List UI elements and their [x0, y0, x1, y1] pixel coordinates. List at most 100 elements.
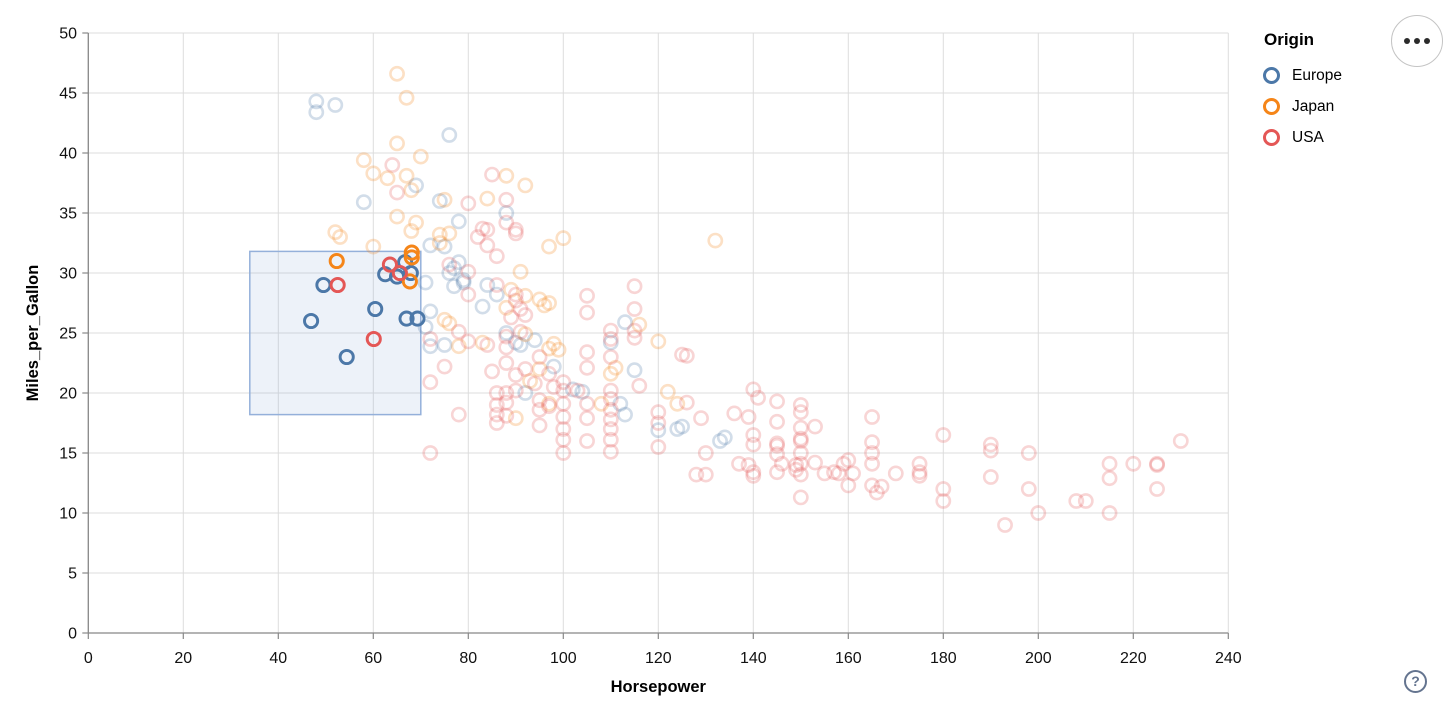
data-point-japan[interactable] [355, 152, 372, 169]
data-point-usa[interactable] [602, 443, 619, 460]
data-point-europe[interactable] [716, 429, 733, 446]
data-point-japan[interactable] [541, 238, 557, 255]
data-point-usa[interactable] [792, 397, 809, 413]
data-point-japan[interactable] [389, 135, 405, 152]
data-point-usa[interactable] [422, 331, 439, 347]
data-point-japan[interactable] [398, 167, 415, 184]
data-point-europe[interactable] [441, 265, 458, 281]
data-point-usa[interactable] [555, 409, 572, 425]
data-point-usa[interactable] [997, 517, 1013, 533]
data-point-japan[interactable] [436, 311, 453, 328]
data-point-usa[interactable] [693, 410, 709, 427]
data-point-usa[interactable] [517, 361, 534, 377]
data-point-usa[interactable] [792, 404, 809, 421]
data-point-usa[interactable] [678, 347, 695, 364]
data-point-usa[interactable] [498, 214, 515, 231]
data-point-japan[interactable] [450, 338, 467, 355]
data-point-japan[interactable] [365, 238, 382, 255]
data-point-europe[interactable] [455, 274, 472, 291]
data-point-europe[interactable] [450, 213, 467, 230]
data-point-japan-selected[interactable] [328, 252, 345, 270]
data-point-usa[interactable] [626, 322, 643, 339]
data-point-usa[interactable] [792, 455, 809, 472]
data-point-japan[interactable] [541, 295, 557, 311]
data-point-japan[interactable] [441, 225, 458, 242]
data-point-japan[interactable] [517, 287, 534, 304]
data-point-usa[interactable] [555, 421, 572, 437]
data-point-usa[interactable] [507, 382, 524, 399]
data-point-japan[interactable] [412, 148, 429, 165]
data-point-usa[interactable] [745, 381, 762, 398]
data-point-usa[interactable] [507, 221, 524, 238]
data-point-usa[interactable] [498, 328, 515, 345]
data-point-europe[interactable] [408, 177, 424, 194]
data-point-japan[interactable] [522, 373, 538, 389]
data-point-usa[interactable] [769, 393, 785, 410]
data-point-usa[interactable] [526, 375, 543, 392]
data-point-usa[interactable] [626, 278, 643, 295]
data-point-europe-selected[interactable] [398, 310, 415, 327]
data-point-japan[interactable] [389, 65, 405, 82]
data-point-europe[interactable] [617, 406, 633, 423]
data-point-europe[interactable] [574, 383, 591, 400]
data-point-usa[interactable] [498, 339, 515, 356]
data-point-usa[interactable] [835, 455, 852, 472]
data-point-japan[interactable] [474, 334, 491, 351]
data-point-europe[interactable] [526, 332, 543, 349]
data-point-usa[interactable] [545, 379, 562, 395]
data-point-japan[interactable] [707, 232, 724, 249]
data-point-usa[interactable] [602, 431, 619, 448]
data-point-japan-selected[interactable] [401, 273, 418, 290]
data-point-europe-selected[interactable] [367, 300, 384, 318]
data-point-usa[interactable] [982, 436, 999, 453]
data-point-usa[interactable] [650, 404, 667, 421]
data-point-europe[interactable] [498, 325, 515, 341]
data-point-usa[interactable] [1101, 455, 1118, 472]
data-point-europe-selected[interactable] [303, 312, 320, 330]
data-point-usa[interactable] [422, 374, 439, 391]
data-point-usa[interactable] [422, 445, 439, 461]
data-point-europe[interactable] [446, 278, 462, 295]
data-point-usa[interactable] [555, 395, 572, 412]
data-point-europe[interactable] [441, 127, 458, 143]
data-point-japan[interactable] [555, 230, 572, 247]
data-point-usa[interactable] [911, 464, 928, 481]
data-point-usa[interactable] [650, 415, 667, 431]
data-point-japan[interactable] [536, 297, 553, 314]
data-point-usa[interactable] [769, 435, 785, 452]
data-point-usa[interactable] [1172, 433, 1189, 449]
vega-actions-button[interactable] [1391, 15, 1443, 67]
data-point-japan[interactable] [365, 165, 382, 182]
data-point-europe[interactable] [417, 319, 434, 335]
data-point-usa[interactable] [479, 337, 496, 353]
data-point-usa[interactable] [674, 346, 690, 363]
data-point-usa[interactable] [498, 355, 515, 371]
data-point-usa[interactable] [773, 455, 790, 472]
data-point-usa[interactable] [864, 477, 880, 494]
data-point-japan[interactable] [531, 361, 548, 377]
data-point-usa[interactable] [602, 382, 619, 399]
data-point-usa[interactable] [602, 391, 619, 407]
data-point-usa[interactable] [436, 358, 453, 375]
data-point-usa[interactable] [864, 445, 880, 461]
data-point-usa[interactable] [750, 389, 766, 406]
data-point-usa[interactable] [740, 409, 757, 425]
data-point-usa[interactable] [769, 437, 785, 454]
data-point-usa[interactable] [507, 292, 524, 309]
data-point-usa[interactable] [602, 421, 619, 437]
data-point-japan[interactable] [403, 182, 420, 199]
data-point-usa[interactable] [845, 465, 861, 482]
data-point-usa[interactable] [1125, 455, 1142, 472]
data-point-usa[interactable] [531, 401, 548, 418]
data-point-japan[interactable] [479, 190, 496, 207]
data-point-japan-selected[interactable] [403, 249, 420, 266]
data-point-usa[interactable] [769, 413, 785, 430]
data-point-europe[interactable] [479, 277, 496, 293]
data-point-usa[interactable] [555, 431, 572, 448]
data-point-europe[interactable] [507, 334, 524, 351]
data-point-usa[interactable] [479, 221, 496, 238]
data-point-usa-selected[interactable] [365, 330, 382, 348]
data-point-usa[interactable] [579, 359, 595, 376]
data-point-usa[interactable] [697, 445, 714, 461]
data-point-usa[interactable] [864, 434, 880, 451]
